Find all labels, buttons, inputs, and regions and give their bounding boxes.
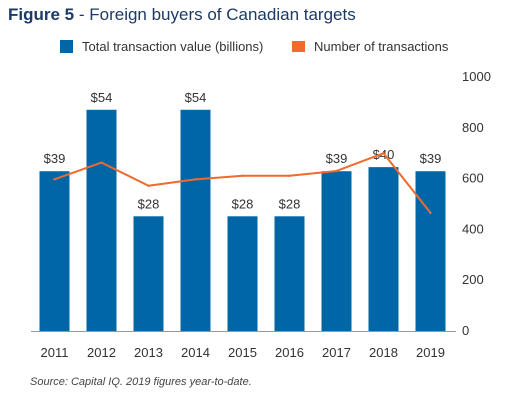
bar-2012 <box>86 109 117 331</box>
bar-label-2013: $28 <box>138 196 160 211</box>
x-tick-label-2016: 2016 <box>275 345 304 360</box>
bar-label-2017: $39 <box>326 151 348 166</box>
line-point-2017 <box>335 169 338 173</box>
legend-label-transaction-value: Total transaction value (billions) <box>82 39 264 54</box>
x-tick-label-2011: 2011 <box>41 345 69 360</box>
x-tick-label-2017: 2017 <box>322 345 351 360</box>
legend-item-transaction-value: Total transaction value (billions) <box>60 39 263 54</box>
line-point-2019 <box>429 211 432 215</box>
y-right-tick-label-200: 200 <box>462 272 484 287</box>
bar-label-2019: $39 <box>420 151 442 166</box>
line-point-2016 <box>288 174 291 178</box>
bar-2018 <box>368 167 399 331</box>
legend-line-swatch <box>292 41 305 52</box>
line-point-2013 <box>147 184 150 187</box>
x-tick-label-2012: 2012 <box>87 345 116 360</box>
x-tick-label-2015: 2015 <box>228 345 257 360</box>
bar-2017 <box>321 171 352 331</box>
y-right-tick-label-0: 0 <box>462 323 469 338</box>
line-point-2018 <box>382 152 385 155</box>
line-point-2015 <box>241 174 244 178</box>
legend-item-number-of-transactions: Number of transactions <box>292 39 448 54</box>
y-right-tick-label-1000: 1000 <box>462 69 491 84</box>
x-tick-label-2014: 2014 <box>181 345 210 360</box>
bar-label-2016: $28 <box>279 196 301 211</box>
line-point-2011 <box>53 178 56 181</box>
figure-label: Figure 5 <box>8 5 75 24</box>
bar-2014 <box>180 109 211 331</box>
bar-2015 <box>227 216 258 331</box>
legend-label-number-of-transactions: Number of transactions <box>314 39 449 54</box>
x-tick-label-2019: 2019 <box>416 345 445 360</box>
bar-2016 <box>274 216 305 331</box>
x-tick-label-2013: 2013 <box>134 345 163 360</box>
bar-label-2015: $28 <box>232 196 254 211</box>
line-point-2012 <box>100 161 103 164</box>
y-right-tick-label-600: 600 <box>462 171 484 186</box>
line-point-2014 <box>194 178 197 181</box>
bar-2013 <box>133 216 164 331</box>
y-right-tick-label-400: 400 <box>462 221 484 236</box>
bar-label-2014: $54 <box>185 90 207 105</box>
bar-2019 <box>415 171 446 331</box>
legend-bar-swatch <box>60 40 73 53</box>
bar-label-2012: $54 <box>91 90 113 105</box>
y-right-tick-label-800: 800 <box>462 120 484 135</box>
bar-2011 <box>39 171 70 331</box>
source-note: Source: Capital IQ. 2019 figures year-to… <box>30 376 252 388</box>
figure-title: Foreign buyers of Canadian targets <box>89 5 356 24</box>
title-separator: - <box>74 5 90 24</box>
x-tick-label-2018: 2018 <box>369 345 398 360</box>
bar-label-2011: $39 <box>44 151 66 166</box>
chart-title: Figure 5 - Foreign buyers of Canadian ta… <box>8 5 356 25</box>
